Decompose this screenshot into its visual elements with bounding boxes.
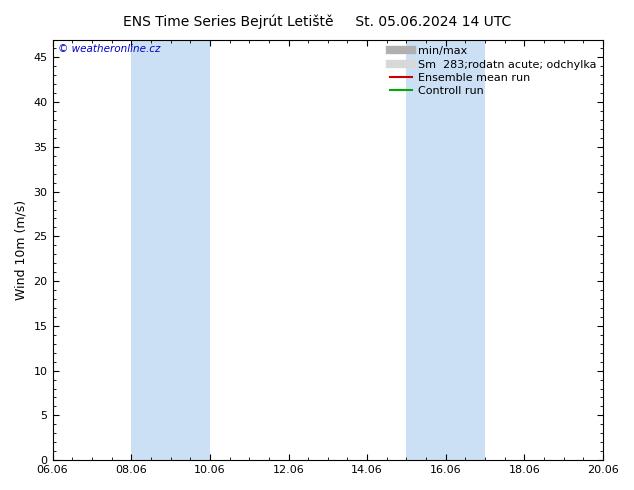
Text: ENS Time Series Bejrút Letiště     St. 05.06.2024 14 UTC: ENS Time Series Bejrút Letiště St. 05.06…	[123, 15, 511, 29]
Bar	[406, 40, 485, 460]
Text: © weatheronline.cz: © weatheronline.cz	[58, 44, 160, 54]
Bar	[131, 40, 210, 460]
Y-axis label: Wind 10m (m/s): Wind 10m (m/s)	[15, 200, 28, 300]
Legend: min/max, Sm  283;rodatn acute; odchylka, Ensemble mean run, Controll run: min/max, Sm 283;rodatn acute; odchylka, …	[387, 43, 600, 99]
